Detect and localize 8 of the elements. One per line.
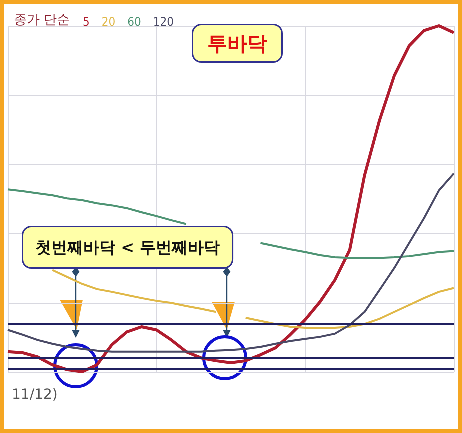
legend-title: 종가 단순 [14, 13, 70, 28]
text: 20 [102, 15, 116, 29]
text: 5 [83, 15, 90, 29]
text: 60 [128, 15, 142, 29]
annotation: 투바닥 [208, 32, 268, 56]
text: 120 [153, 15, 174, 29]
text: 11/12) [12, 387, 58, 403]
annotation: 첫번째바닥 < 두번째바닥 [36, 238, 220, 257]
